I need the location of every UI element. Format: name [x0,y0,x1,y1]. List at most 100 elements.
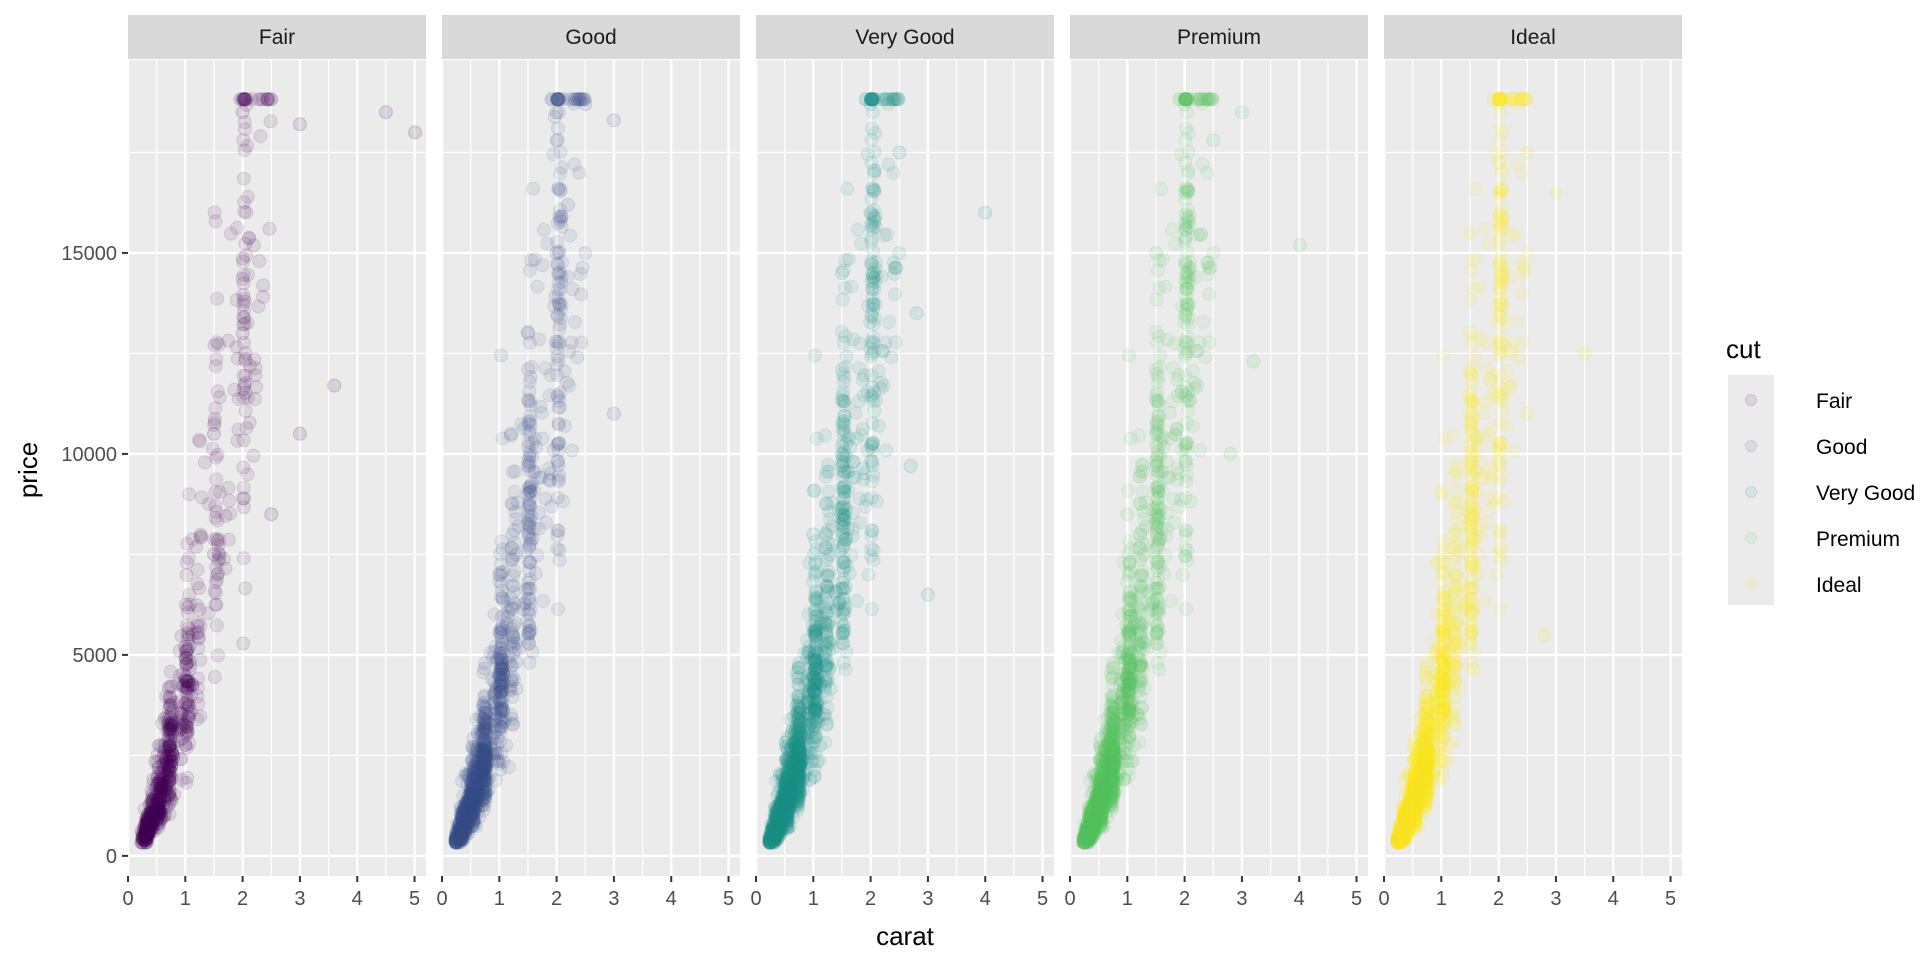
data-point [475,761,490,776]
data-point [478,716,492,731]
data-point [458,821,473,836]
data-point [154,781,169,796]
data-point [504,707,518,722]
data-point [453,821,468,836]
data-point [522,555,537,570]
data-point [180,681,195,696]
data-point [463,790,478,804]
data-point [451,827,466,842]
data-point [527,431,542,446]
data-point [466,788,481,802]
data-point [194,529,209,544]
data-point [139,830,154,845]
data-point [546,443,561,457]
data-point [207,205,222,220]
data-point [483,645,498,660]
data-point [576,92,591,107]
data-point [454,825,469,840]
data-point [207,338,222,353]
data-point [485,747,499,762]
data-point [460,795,474,810]
data-point [467,788,482,802]
data-point [473,773,488,788]
data-point [145,816,160,831]
data-point [178,718,193,733]
data-point [785,770,800,785]
data-point [182,678,197,693]
data-point [208,359,223,374]
data-point [140,818,155,833]
data-point [808,568,822,583]
data-point [551,296,566,311]
data-point [181,709,196,723]
data-point [551,436,566,451]
data-point [471,737,486,752]
data-point [464,807,479,821]
data-point [871,418,886,433]
data-point [570,350,585,365]
data-point [164,754,179,769]
data-point [507,484,522,499]
data-point [145,817,160,832]
data-point [159,767,174,782]
data-point [606,406,621,421]
data-point [212,532,227,547]
data-point [551,257,565,272]
data-point [143,805,157,820]
data-point [138,827,153,842]
data-point [151,769,165,784]
data-point [234,92,249,107]
data-point [550,528,565,543]
data-point [486,737,501,751]
data-point [471,767,486,782]
data-point [501,760,516,774]
data-point [143,811,158,826]
data-point [494,576,509,591]
data-point [454,825,469,840]
data-point [550,121,565,136]
data-point [141,829,156,844]
data-point [160,787,175,802]
data-point [462,819,477,834]
data-point [478,748,493,763]
data-point [493,720,508,734]
data-point [479,760,494,775]
data-point [469,712,484,727]
data-point [495,660,510,675]
x-tick-label: 3 [608,888,619,910]
data-point [179,715,194,729]
data-point [456,805,471,820]
data-point [454,825,468,840]
data-point [252,254,267,269]
data-point [464,798,479,813]
data-point [138,827,153,842]
data-point [818,615,833,630]
data-point [485,672,500,687]
data-point [550,235,565,249]
data-point [209,472,224,487]
data-point [190,712,205,727]
data-point [551,390,566,404]
data-point [140,825,155,839]
data-point [807,483,822,498]
data-point [150,805,165,820]
data-point [209,597,224,612]
data-point [158,777,173,792]
data-point [549,92,564,107]
data-point [452,827,467,842]
data-point [449,827,464,842]
data-point [518,543,533,558]
data-point [477,740,492,755]
data-point [260,92,275,107]
data-point [454,823,469,837]
data-point [209,575,223,590]
data-point [494,662,509,677]
data-point [139,830,154,845]
data-point [465,784,480,799]
data-point [230,433,245,448]
data-point [475,699,490,713]
data-point [155,799,170,814]
data-point [502,649,516,664]
data-point [190,681,205,695]
